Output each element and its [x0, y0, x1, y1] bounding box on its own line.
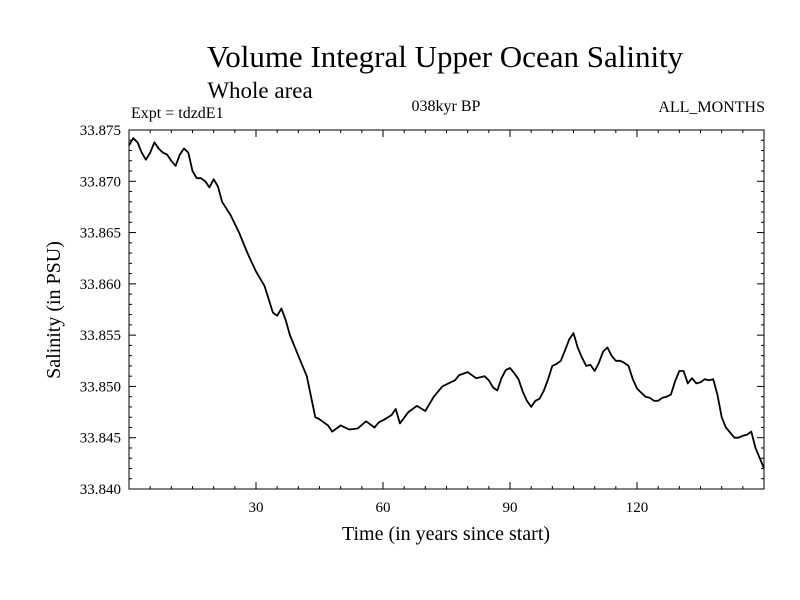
plot-frame	[128, 129, 765, 490]
y-tick-label: 33.865	[80, 226, 121, 242]
y-tick-label: 33.850	[80, 379, 121, 395]
salinity-series-line	[128, 137, 765, 469]
x-tick-label: 60	[376, 500, 391, 516]
y-tick-label: 33.870	[80, 174, 121, 190]
y-axis-ticks	[129, 129, 764, 490]
y-tick-label: 33.875	[80, 123, 121, 139]
x-tick-label: 90	[503, 500, 518, 516]
y-tick-label: 33.860	[80, 277, 121, 293]
chart-title: Volume Integral Upper Ocean Salinity	[207, 39, 684, 74]
chart-subtitle: Whole area	[207, 78, 312, 103]
y-tick-label: 33.840	[80, 482, 121, 498]
x-tick-label: 30	[249, 500, 264, 516]
period-label: 038kyr BP	[412, 98, 481, 115]
x-axis-tick-labels: 30 60 90 120	[249, 500, 649, 516]
y-tick-label: 33.855	[80, 328, 121, 344]
y-tick-label: 33.845	[80, 431, 121, 447]
x-axis-ticks	[128, 130, 765, 489]
y-axis-tick-labels: 33.840 33.845 33.850 33.855 33.860 33.865 33.8…	[80, 123, 121, 498]
experiment-label: Expt = tdzdE1	[131, 105, 224, 122]
x-axis-label: Time (in years since start)	[342, 523, 550, 545]
y-axis-label: Salinity (in PSU)	[43, 241, 65, 379]
months-label: ALL_MONTHS	[658, 99, 765, 116]
x-tick-label: 120	[626, 500, 649, 516]
